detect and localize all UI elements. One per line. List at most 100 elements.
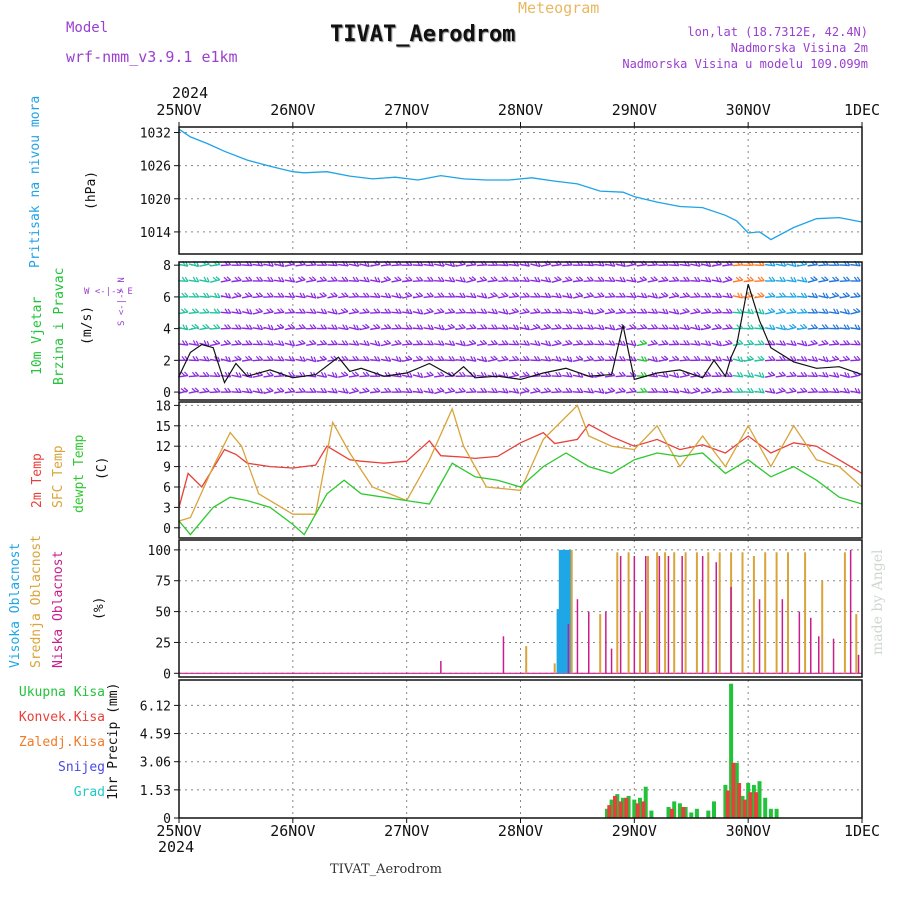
- barb-shaft: [594, 327, 605, 331]
- barb-shaft: [786, 342, 797, 347]
- wind-barb: [370, 323, 381, 331]
- wind-tick-label: 2: [163, 354, 171, 369]
- barb-flag: [757, 340, 762, 345]
- barb-flag: [683, 340, 688, 345]
- barb-shaft: [316, 358, 327, 363]
- barb-flag: [291, 371, 296, 377]
- wind-barb: [818, 387, 829, 393]
- wind-barb: [498, 355, 509, 362]
- barb-flag: [630, 340, 634, 346]
- barb-shaft: [231, 374, 242, 378]
- barb-flag: [365, 308, 370, 313]
- barb-flag: [554, 276, 559, 281]
- barb-flag: [288, 371, 293, 377]
- barb-flag: [546, 387, 552, 392]
- barb-flag: [377, 340, 381, 346]
- barb-shaft: [754, 358, 765, 362]
- barb-flag: [290, 387, 296, 392]
- barb-shaft: [295, 327, 306, 330]
- wind-barb: [508, 340, 520, 346]
- barb-flag: [409, 372, 413, 378]
- barb-flag: [825, 372, 829, 378]
- wind-barb: [786, 371, 797, 378]
- barb-flag: [270, 276, 274, 282]
- x-tick-label-top: 1DEC: [844, 101, 880, 119]
- wind-barb: [722, 292, 733, 299]
- barb-flag: [811, 308, 816, 314]
- barb-shaft: [551, 375, 562, 378]
- barb-flag: [397, 339, 402, 345]
- barb-shaft: [818, 358, 829, 363]
- barb-flag: [245, 276, 250, 282]
- barb-flag: [352, 276, 357, 282]
- barb-flag: [619, 292, 623, 298]
- barb-flag: [427, 276, 431, 282]
- barb-flag: [600, 292, 605, 297]
- barb-flag: [640, 387, 645, 393]
- precip-legend-hail: Grad: [73, 785, 105, 800]
- barb-shaft: [519, 343, 530, 346]
- barb-shaft: [626, 279, 637, 283]
- barb-flag: [608, 340, 613, 346]
- wind-tick-label: 6: [163, 291, 171, 306]
- wind-barb: [796, 276, 808, 283]
- wind-barb: [476, 371, 488, 378]
- wind-barb: [476, 355, 488, 363]
- barb-flag: [600, 355, 605, 361]
- barb-flag: [545, 276, 549, 282]
- low-cloud-bar: [502, 636, 505, 674]
- barb-flag: [682, 372, 687, 377]
- wind-barb: [380, 276, 392, 283]
- barb-flag: [695, 387, 701, 392]
- barb-flag: [430, 276, 434, 282]
- barb-flag: [821, 276, 826, 282]
- barb-shaft: [508, 310, 519, 315]
- wind-barb: [327, 324, 338, 330]
- barb-flag: [523, 340, 528, 346]
- barb-flag: [767, 308, 773, 313]
- barb-flag: [312, 387, 317, 393]
- wind-barb: [338, 340, 349, 346]
- barb-flag: [387, 387, 392, 393]
- barb-flag: [643, 387, 648, 393]
- wind-barb: [583, 292, 594, 299]
- precip-tick-label: 3.06: [140, 756, 171, 771]
- barb-shaft: [807, 327, 818, 330]
- barb-flag: [376, 387, 381, 392]
- barb-shaft: [231, 294, 242, 299]
- wind-barb: [711, 323, 722, 331]
- barb-shaft: [487, 343, 498, 346]
- barb-flag: [203, 340, 207, 346]
- wind-barb: [615, 355, 626, 362]
- barb-shaft: [775, 263, 786, 267]
- barb-flag: [267, 324, 271, 330]
- barb-shaft: [306, 358, 317, 363]
- barb-flag: [569, 293, 573, 299]
- low-cloud-bar: [849, 549, 852, 674]
- barb-shaft: [850, 263, 861, 267]
- barb-flag: [302, 292, 306, 298]
- barb-flag: [853, 292, 858, 298]
- barb-flag: [238, 387, 242, 393]
- barb-flag: [501, 276, 506, 282]
- wind-barb: [690, 276, 701, 283]
- barb-flag: [597, 276, 602, 282]
- wind-barb: [338, 355, 349, 362]
- barb-flag: [206, 277, 210, 283]
- barb-flag: [555, 292, 560, 298]
- barb-shaft: [626, 390, 637, 394]
- barb-flag: [461, 308, 466, 313]
- barb-flag: [323, 308, 328, 314]
- barb-shaft: [690, 295, 701, 298]
- barb-flag: [383, 324, 389, 329]
- mid-cloud-bar: [775, 552, 778, 674]
- barb-flag: [716, 340, 720, 346]
- wind-barb: [562, 276, 573, 283]
- wind-barb: [647, 324, 659, 330]
- barb-flag: [473, 292, 477, 298]
- wind-barb: [626, 292, 637, 298]
- low-cloud-bar: [440, 661, 442, 674]
- barb-flag: [836, 372, 840, 378]
- precip-tick-label: 4.59: [140, 728, 171, 743]
- barb-flag: [247, 292, 253, 297]
